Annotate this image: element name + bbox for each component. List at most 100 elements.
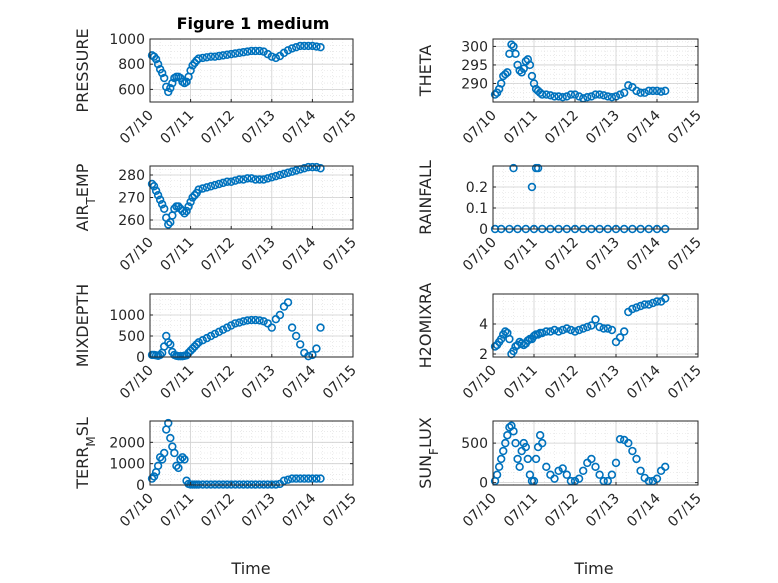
- data-point: [247, 46, 256, 56]
- y-tick-label: 500: [461, 436, 488, 452]
- data-point: [636, 88, 645, 97]
- y-tick-label: 1000: [109, 457, 145, 473]
- data-point: [648, 476, 658, 486]
- data-point: [176, 455, 185, 464]
- figure-title: Figure 1 medium: [177, 14, 330, 33]
- data-point: [304, 351, 313, 361]
- data-point: [157, 68, 167, 78]
- data-point: [587, 92, 596, 101]
- panel-7: 0 1000 2000 07/10 07/11 07/12 07/13 07/14 07/15 T…: [73, 417, 360, 530]
- data-point: [603, 476, 612, 486]
- data-point: [312, 42, 321, 51]
- data-point: [247, 174, 256, 183]
- x-tick-label: 07/11: [501, 363, 541, 403]
- data-point: [214, 327, 224, 336]
- data-point: [497, 79, 506, 88]
- data-point: [283, 298, 293, 307]
- data-point: [570, 327, 580, 336]
- data-point: [291, 42, 301, 52]
- x-tick-label: 07/13: [583, 363, 623, 403]
- x-tick-label: 07/10: [460, 235, 500, 275]
- data-point: [304, 162, 313, 172]
- y-tick-label: 300: [461, 39, 488, 55]
- y-tick-label: 800: [118, 57, 145, 73]
- x-tick-label: 07/12: [542, 363, 582, 403]
- data-point: [562, 470, 571, 479]
- x-tick-label: 07/11: [501, 491, 541, 531]
- data-point: [599, 476, 608, 486]
- data-point: [194, 54, 203, 63]
- y-tick-label: 260: [118, 213, 145, 229]
- data-point: [160, 448, 169, 458]
- data-point: [644, 300, 653, 309]
- y-tick-label: 0: [479, 222, 488, 238]
- data-point: [554, 327, 563, 336]
- x-tick-label: 07/15: [320, 235, 360, 275]
- data-point: [263, 174, 272, 183]
- data-point: [537, 438, 547, 448]
- data-point: [251, 46, 260, 56]
- panel-4: 0 0.1 0.2 07/10 07/11 07/12 07/13 07/14 07/15 RAI…: [416, 160, 705, 274]
- x-tick-label: 07/12: [198, 235, 238, 275]
- data-point: [291, 474, 301, 483]
- data-point: [231, 176, 240, 185]
- data-point: [180, 455, 189, 464]
- data-point: [178, 206, 187, 216]
- panel-2: 290 295 300 07/10 07/11 07/12 07/13 07/14 07/15 T…: [416, 38, 705, 148]
- data-point: [550, 474, 559, 483]
- data-point: [300, 474, 309, 483]
- data-point: [287, 44, 297, 53]
- data-point: [312, 162, 321, 172]
- y-tick-label: 2: [479, 347, 488, 363]
- x-tick-label: 07/15: [320, 108, 360, 148]
- data-point: [202, 183, 212, 192]
- data-point: [615, 434, 625, 444]
- panel-6: 2 4 07/10 07/11 07/12 07/13 07/14 07/15 H2OMIXRA: [416, 283, 705, 403]
- data-point: [198, 336, 207, 345]
- data-point: [562, 92, 571, 101]
- x-tick-label: 07/14: [624, 107, 664, 147]
- x-tick-label: 07/11: [501, 108, 541, 148]
- y-tick-label: 280: [118, 168, 145, 184]
- data-point: [558, 464, 567, 473]
- y-tick-label: 270: [118, 191, 145, 207]
- data-point: [501, 438, 510, 448]
- data-point: [574, 92, 584, 101]
- data-point: [153, 461, 163, 470]
- data-point: [151, 186, 161, 195]
- data-point: [235, 175, 244, 184]
- data-point: [554, 466, 563, 475]
- panel-5: 0 500 1000 07/10 07/11 07/12 07/13 07/14 07/15 MI…: [73, 284, 360, 403]
- x-axis-label-right: Time: [573, 559, 613, 578]
- data-point: [644, 86, 653, 96]
- data-point: [255, 175, 264, 184]
- x-tick-label: 07/11: [158, 363, 198, 403]
- x-tick-label: 07/12: [542, 235, 582, 275]
- data-point: [247, 315, 256, 325]
- data-point: [164, 418, 173, 428]
- data-point: [267, 323, 276, 332]
- x-tick-label: 07/12: [198, 491, 238, 531]
- data-point: [578, 324, 588, 333]
- data-point: [619, 88, 629, 97]
- data-point: [188, 193, 197, 202]
- data-point: [499, 446, 508, 456]
- data-point: [509, 427, 518, 436]
- y-tick-label: 2000: [109, 435, 145, 451]
- data-point: [149, 472, 159, 481]
- panel-3: 260 270 280 07/10 07/11 07/12 07/13 07/14 07/15 A…: [73, 162, 360, 275]
- data-point: [660, 462, 670, 472]
- data-point: [190, 191, 199, 200]
- x-tick-label: 07/15: [665, 108, 705, 148]
- y-tick-label: 1000: [109, 308, 145, 324]
- data-point: [194, 185, 203, 194]
- data-point: [595, 90, 604, 99]
- data-point: [490, 90, 500, 99]
- data-point: [527, 182, 537, 192]
- data-point: [554, 92, 563, 101]
- data-point: [603, 92, 612, 101]
- data-point: [607, 325, 617, 335]
- data-point: [521, 442, 530, 452]
- data-point: [566, 325, 576, 335]
- data-point: [509, 163, 518, 173]
